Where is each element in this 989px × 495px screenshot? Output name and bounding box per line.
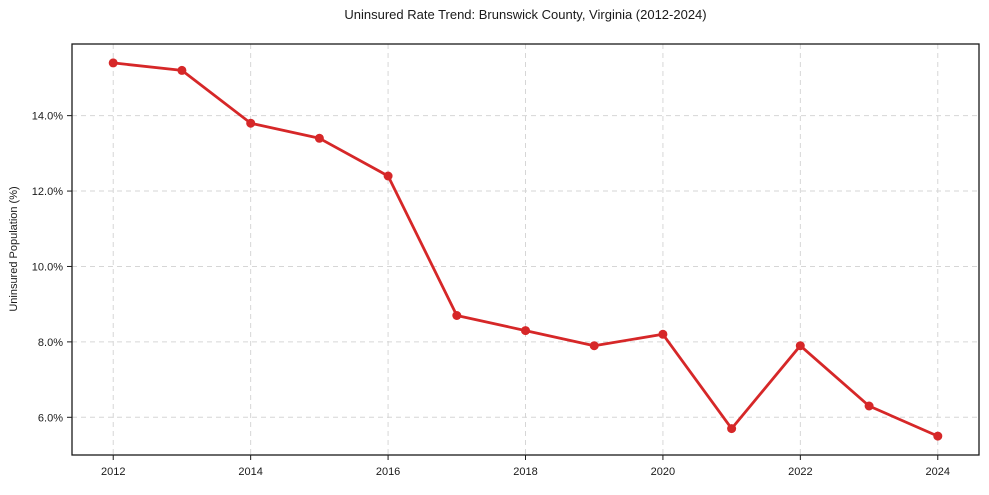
y-tick-label: 10.0%	[32, 261, 63, 273]
data-point-2014	[246, 118, 256, 128]
y-tick-label: 8.0%	[38, 337, 63, 349]
data-point-2016	[383, 171, 393, 181]
data-point-2012	[108, 58, 118, 68]
data-point-2023	[864, 401, 874, 411]
data-point-2020	[658, 329, 668, 339]
x-tick-label: 2016	[376, 466, 400, 478]
y-tick-label: 6.0%	[38, 412, 63, 424]
chart-title: Uninsured Rate Trend: Brunswick County, …	[344, 7, 707, 22]
y-axis-title: Uninsured Population (%)	[8, 186, 20, 312]
data-point-2018	[521, 326, 530, 336]
data-point-2013	[177, 65, 187, 75]
plot-border	[71, 43, 980, 456]
x-tick-label: 2018	[513, 466, 537, 478]
data-point-2019	[589, 341, 599, 351]
x-tick-label: 2012	[101, 466, 125, 478]
data-point-2024	[933, 431, 943, 441]
data-point-2017	[452, 311, 462, 320]
x-tick-label: 2014	[238, 466, 262, 478]
data-point-2022	[795, 341, 805, 351]
x-tick-label: 2024	[926, 466, 950, 478]
x-tick-label: 2022	[788, 466, 812, 478]
x-tick-label: 2020	[651, 466, 675, 478]
y-tick-label: 14.0%	[32, 111, 63, 123]
data-point-2021	[727, 424, 737, 434]
data-point-2015	[314, 133, 324, 143]
y-tick-label: 12.0%	[32, 186, 63, 198]
